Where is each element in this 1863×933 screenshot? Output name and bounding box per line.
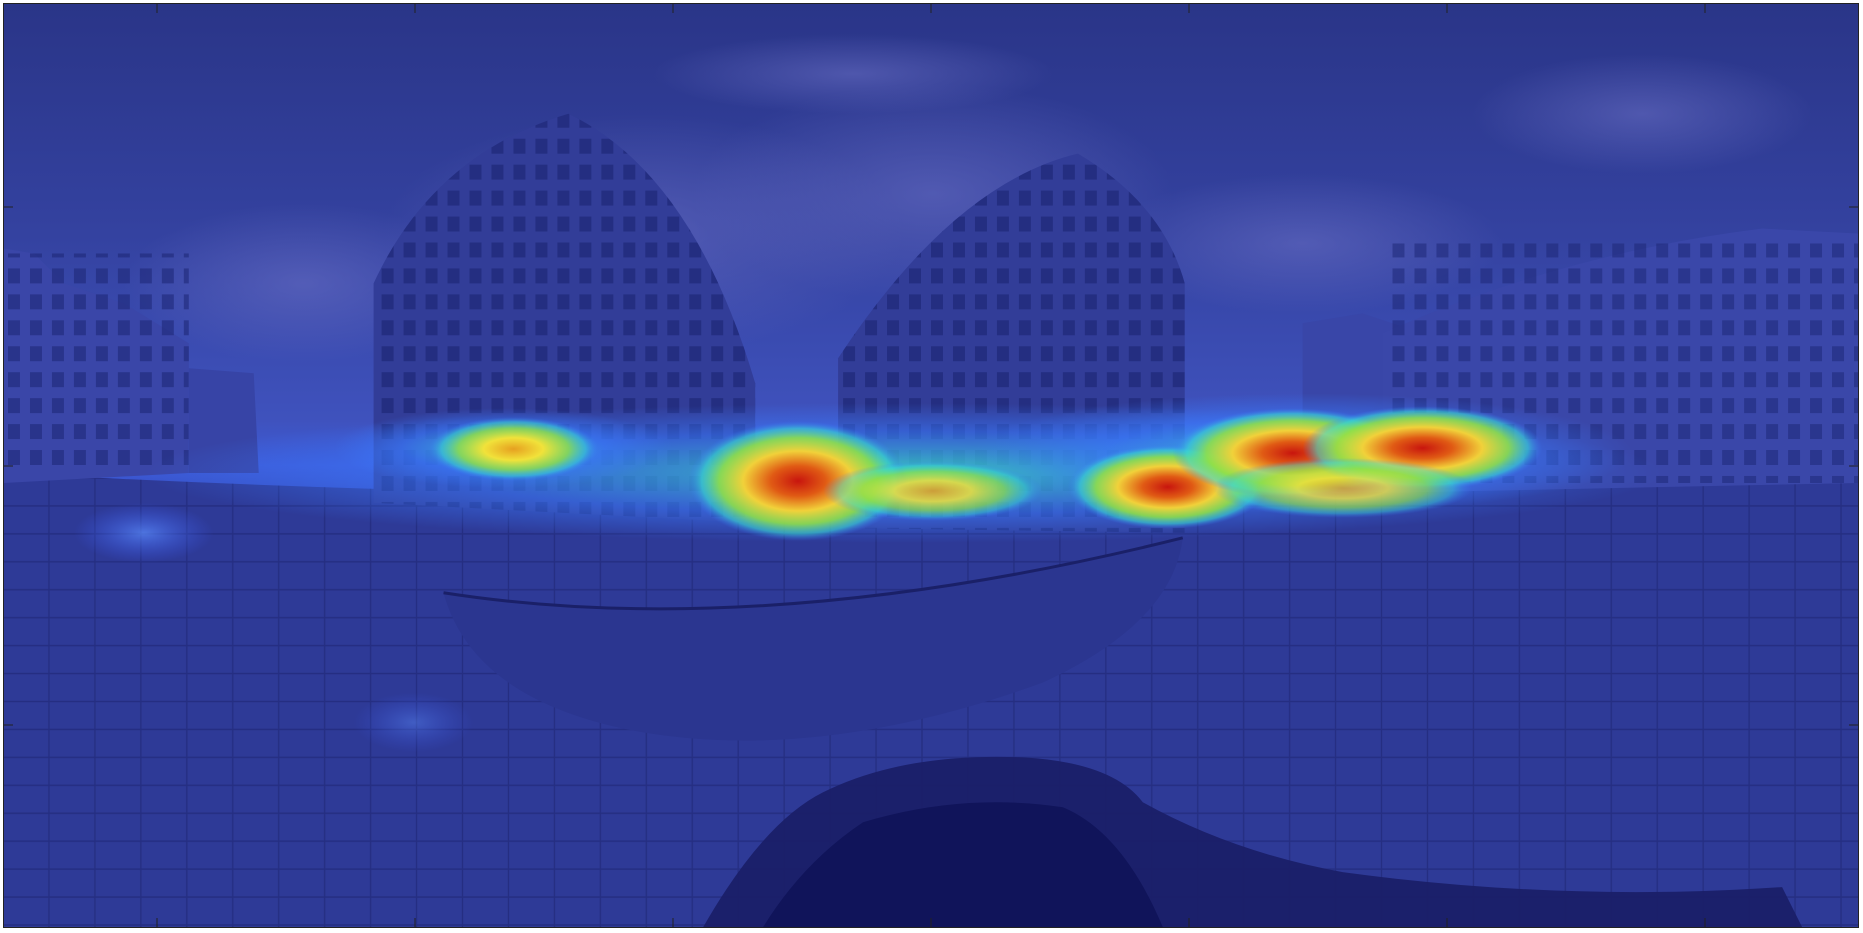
panorama-svg <box>4 4 1858 927</box>
panorama-image <box>3 3 1859 928</box>
